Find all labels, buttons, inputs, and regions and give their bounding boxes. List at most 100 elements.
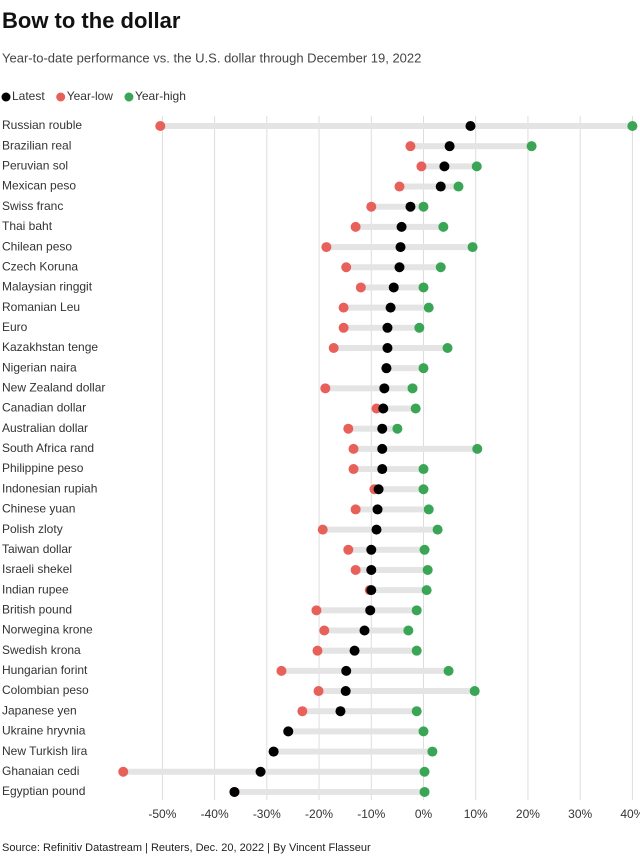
legend-marker: [56, 92, 66, 102]
y-tick-label: Euro: [2, 320, 28, 334]
y-tick-label: Israeli shekel: [2, 562, 72, 576]
dot: [377, 423, 388, 434]
dot: [338, 302, 349, 313]
dot: [423, 302, 434, 313]
dot: [439, 161, 450, 172]
range-bar: [386, 365, 424, 372]
dot: [350, 564, 361, 575]
dot: [453, 181, 464, 192]
y-tick-label: Chilean peso: [2, 239, 72, 253]
dot: [366, 544, 377, 555]
y-tick-label: South Africa rand: [2, 441, 94, 455]
y-tick-label: Colombian peso: [2, 683, 89, 697]
dot: [418, 726, 429, 737]
dot: [359, 625, 370, 636]
dot: [392, 423, 403, 434]
dot: [435, 262, 446, 273]
dot: [419, 544, 430, 555]
dot: [341, 665, 352, 676]
dot: [403, 625, 414, 636]
legend-marker: [1, 92, 11, 102]
y-tick-label: Peruvian sol: [2, 159, 68, 173]
dot: [268, 746, 279, 757]
range-bar: [371, 203, 424, 210]
chart-title: Bow to the dollar: [2, 8, 181, 33]
dot: [313, 686, 324, 697]
dot: [422, 564, 433, 575]
dot: [414, 322, 425, 333]
dot: [435, 181, 446, 192]
dot: [405, 141, 416, 152]
dot: [328, 342, 339, 353]
legend-label: Year-high: [135, 89, 186, 103]
dot: [418, 464, 429, 475]
dot: [419, 766, 430, 777]
dot: [526, 141, 537, 152]
dot: [411, 706, 422, 717]
range-bar: [376, 405, 416, 412]
dot: [411, 605, 422, 616]
dot: [338, 322, 349, 333]
range-bar: [325, 385, 413, 392]
y-tick-label: Australian dollar: [2, 421, 88, 435]
y-tick-label: British pound: [2, 602, 72, 616]
dot: [423, 504, 434, 515]
dot: [418, 363, 429, 374]
dot: [118, 766, 129, 777]
dot: [418, 201, 429, 212]
dot: [343, 544, 354, 555]
legend-label: Year-low: [67, 89, 114, 103]
dot: [471, 161, 482, 172]
dot: [382, 342, 393, 353]
y-tick-label: Canadian dollar: [2, 401, 86, 415]
chart-subtitle: Year-to-date performance vs. the U.S. do…: [2, 50, 421, 65]
x-tick-label: -20%: [305, 807, 333, 821]
range-bar: [353, 445, 478, 452]
dot: [321, 242, 332, 253]
y-tick-label: Hungarian forint: [2, 663, 88, 677]
dot: [255, 766, 266, 777]
x-tick-label: -50%: [148, 807, 176, 821]
range-bar: [288, 728, 424, 735]
dot: [418, 484, 429, 495]
range-bar: [374, 486, 424, 493]
y-tick-label: Kazakhstan tenge: [2, 340, 98, 354]
y-tick-label: Polish zloty: [2, 522, 63, 536]
dot: [469, 686, 480, 697]
range-bar: [369, 587, 427, 594]
dot: [421, 585, 432, 596]
range-bar: [317, 647, 417, 654]
dot: [341, 262, 352, 273]
x-tick-label: 0%: [415, 807, 433, 821]
y-tick-label: Ghanaian cedi: [2, 764, 79, 778]
dot: [379, 383, 390, 394]
dot: [472, 443, 483, 454]
y-tick-label: Swedish krona: [2, 643, 81, 657]
dot: [438, 221, 449, 232]
dot: [394, 262, 405, 273]
y-tick-label: Indonesian rupiah: [2, 481, 97, 495]
y-tick-label: Brazilian real: [2, 138, 71, 152]
dot: [377, 464, 388, 475]
dot: [427, 746, 438, 757]
dot: [443, 665, 454, 676]
y-tick-label: Taiwan dollar: [2, 542, 72, 556]
legend-marker: [124, 92, 134, 102]
x-tick-label: -30%: [253, 807, 281, 821]
range-bar: [410, 143, 532, 150]
dot: [467, 242, 478, 253]
dot: [155, 121, 166, 131]
range-bar: [348, 425, 398, 432]
dot: [405, 201, 416, 212]
source: Source: Refinitiv Datastream | Reuters, …: [2, 842, 371, 854]
legend-label: Latest: [12, 89, 45, 103]
range-bar: [273, 748, 433, 755]
range-bar: [343, 324, 420, 331]
dot: [373, 484, 384, 495]
range-bar: [355, 566, 428, 573]
y-tick-label: Nigerian naira: [2, 360, 77, 374]
dot: [388, 282, 399, 293]
dot: [311, 605, 322, 616]
